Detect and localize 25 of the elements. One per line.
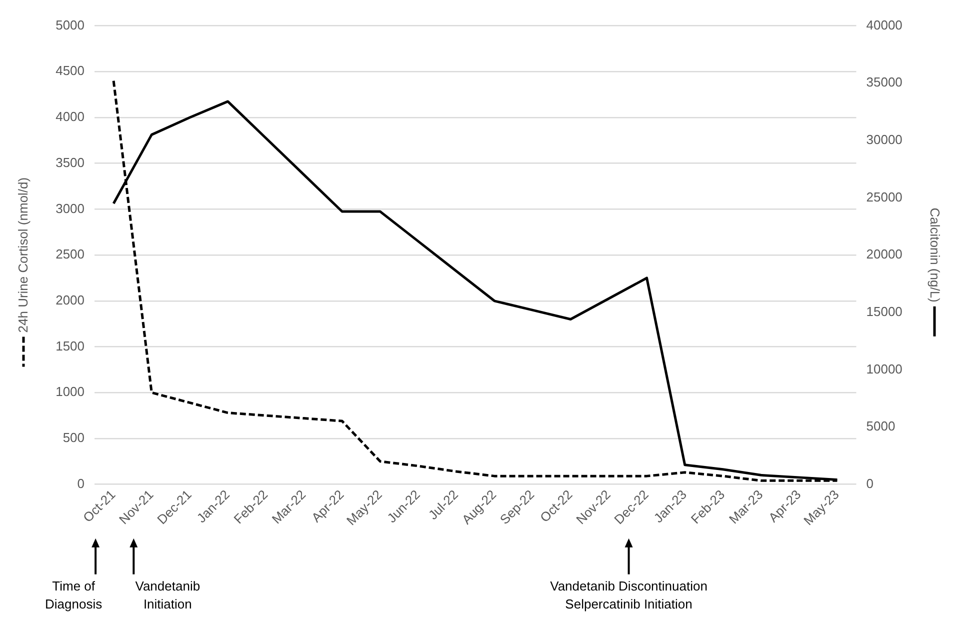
y2-axis-title: Calcitonin (ng/L) (928, 208, 943, 302)
y-axis-title: 24h Urine Cortisol (nmol/d) (15, 177, 30, 333)
y-tick-label: 0 (77, 476, 85, 491)
y-tick-label: 4500 (56, 63, 85, 78)
y2-tick-label: 0 (866, 476, 874, 491)
y2-tick-label: 5000 (866, 418, 896, 434)
y2-tick-label: 35000 (866, 74, 902, 90)
y2-tick-label: 15000 (866, 304, 902, 319)
y-tick-label: 4000 (56, 109, 85, 124)
text: Vandetanib Discontinuation Selpercatinib Initiation (550, 578, 708, 612)
y2-tick-label: 25000 (866, 189, 902, 204)
y-tick-label: 1000 (56, 384, 85, 400)
text: Vandetanib Initiation (135, 578, 200, 612)
y2-tick-label: 20000 (866, 246, 902, 262)
y-tick-label: 3500 (56, 154, 85, 170)
y-tick-label: 1500 (56, 338, 85, 354)
y2-tick-label: 30000 (866, 132, 902, 148)
y2-tick-label: 10000 (866, 361, 902, 376)
y-tick-label: 5000 (56, 17, 85, 32)
y2-tick-label: 40000 (866, 17, 902, 32)
text: Time of Diagnosis (45, 578, 103, 612)
y-tick-label: 2500 (56, 246, 85, 262)
y-tick-label: 500 (62, 430, 85, 446)
y-tick-label: 2000 (56, 292, 85, 308)
y-tick-label: 3000 (56, 200, 85, 216)
